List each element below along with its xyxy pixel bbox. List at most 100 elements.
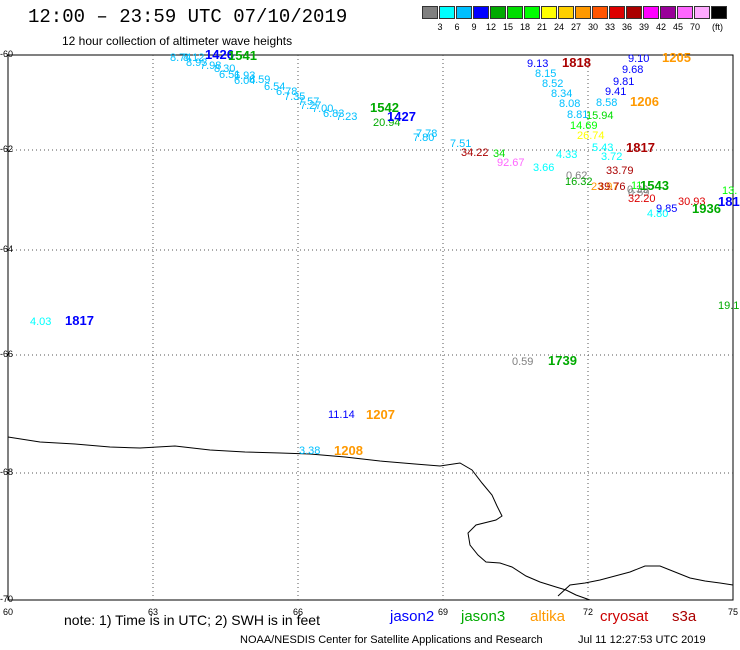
legend-swatch <box>558 6 574 19</box>
wave-height-label: 30.93 <box>678 196 706 208</box>
satellite-label: s3a <box>672 608 697 625</box>
pass-time-label: 1543 <box>640 178 669 193</box>
wave-height-label: 9.68 <box>622 64 644 76</box>
wave-height-label: 23.97 <box>591 181 619 193</box>
legend-swatch <box>439 6 455 19</box>
wave-height-label: 6.93 <box>234 70 256 82</box>
wave-height-label: 33.79 <box>606 165 634 177</box>
wave-height-label: 7.57 <box>298 96 320 108</box>
latitude-label: -60 <box>0 49 14 59</box>
footnote: note: 1) Time is in UTC; 2) SWH is in fe… <box>64 612 320 628</box>
legend-tick-label: 24 <box>553 22 565 32</box>
pass-time-label: 1936 <box>692 201 721 216</box>
wave-height-label: 5.43 <box>592 142 614 154</box>
latitude-label: -70 <box>0 594 14 604</box>
wave-height-label: 8.30 <box>214 63 236 75</box>
latitude-label: -68 <box>0 467 14 477</box>
pass-time-label: 1818 <box>562 55 591 70</box>
legend-swatch <box>473 6 489 19</box>
page-title: 12:00 – 23:59 UTC 07/10/2019 <box>28 6 348 28</box>
legend-swatch <box>541 6 557 19</box>
wave-height-label: 39.76 <box>598 181 626 193</box>
legend-swatch <box>524 6 540 19</box>
wave-height-label: 7.78 <box>416 128 438 140</box>
legend-swatch <box>490 6 506 19</box>
pass-time-label: 1205 <box>662 50 691 65</box>
wave-height-label: 8.08 <box>559 98 581 110</box>
wave-height-label: 20.94 <box>373 117 401 129</box>
longitude-label: 69 <box>437 607 449 617</box>
legend-swatch <box>660 6 676 19</box>
legend-tick-label: 21 <box>536 22 548 32</box>
wave-height-label: 8.58 <box>596 97 618 109</box>
wave-height-label: 7.00 <box>312 103 334 115</box>
wave-height-label: 3.38 <box>299 445 321 457</box>
wave-height-label: 4.80 <box>647 208 669 220</box>
wave-height-label: 9.13 <box>527 58 549 70</box>
pass-time-label: 1739 <box>548 353 577 368</box>
wave-height-label: 13. <box>722 185 738 197</box>
legend-swatch <box>694 6 710 19</box>
pass-time-label: 1542 <box>370 100 399 115</box>
wave-height-label: 11 <box>631 180 643 192</box>
legend-swatch <box>422 6 438 19</box>
generated-timestamp: Jul 11 12:27:53 UTC 2019 <box>578 634 706 646</box>
wave-height-label: 8.34 <box>551 88 573 100</box>
wave-height-label: 6.59 <box>249 74 271 86</box>
latitude-label: -62 <box>0 144 14 154</box>
wave-height-label: 19.1 <box>718 300 740 312</box>
legend-swatch <box>626 6 642 19</box>
wave-height-label: 3.72 <box>601 151 623 163</box>
satellite-label: jason3 <box>461 608 506 625</box>
legend-tick-label: 6 <box>454 22 460 32</box>
longitude-label: 60 <box>2 607 14 617</box>
map-frame <box>7 54 734 601</box>
wave-height-label: 7.35 <box>284 91 306 103</box>
legend-tick-label: 30 <box>587 22 599 32</box>
wave-height-label: 0.39 <box>627 184 649 196</box>
legend-tick-label: 12 <box>485 22 497 32</box>
credit-line: NOAA/NESDIS Center for Satellite Applica… <box>240 634 543 646</box>
pass-time-label: 181 <box>718 194 740 209</box>
wave-height-label: 0.59 <box>628 187 650 199</box>
pass-time-label: 1206 <box>630 94 659 109</box>
wave-height-label: 6.04 <box>234 75 256 87</box>
legend-swatch <box>677 6 693 19</box>
legend-unit: (ft) <box>712 22 723 32</box>
wave-height-label: 34.22 <box>461 147 489 159</box>
legend-swatch <box>456 6 472 19</box>
wave-height-label: 9.10 <box>628 53 650 65</box>
longitude-label: 72 <box>582 607 594 617</box>
wave-height-label: 9.85 <box>656 203 678 215</box>
latitude-label: -66 <box>0 349 14 359</box>
legend-tick-label: 15 <box>502 22 514 32</box>
legend-swatch <box>592 6 608 19</box>
wave-height-label: 4.03 <box>30 316 52 328</box>
pass-time-label: 1541 <box>228 48 257 63</box>
wave-height-label: 15.94 <box>586 110 614 122</box>
coastline-inlet <box>557 565 734 597</box>
legend-swatch <box>507 6 523 19</box>
pass-time-label: 1427 <box>387 109 416 124</box>
wave-height-label: 6.54 <box>264 81 286 93</box>
longitude-label: 75 <box>727 607 739 617</box>
wave-height-label: 9.81 <box>613 76 635 88</box>
wave-height-label: 6.83 <box>323 108 345 120</box>
legend-tick-label: 27 <box>570 22 582 32</box>
wave-height-label: 9.41 <box>605 86 627 98</box>
legend-swatch <box>609 6 625 19</box>
latitude-label: -64 <box>0 244 14 254</box>
wave-height-label: 8.52 <box>542 78 564 90</box>
satellite-label: jason2 <box>390 608 435 625</box>
wave-height-label: 8.81 <box>567 109 589 121</box>
wave-height-label: 26.74 <box>577 130 605 142</box>
coastline <box>7 436 591 601</box>
legend-tick-label: 36 <box>621 22 633 32</box>
wave-height-label: 3.66 <box>533 162 555 174</box>
wave-height-label: 4.33 <box>556 149 578 161</box>
pass-time-label: 1426 <box>205 47 234 62</box>
legend-swatch <box>643 6 659 19</box>
wave-height-label: 0.59 <box>512 356 534 368</box>
wave-height-label: 6.78 <box>276 86 298 98</box>
wave-height-label: 8.93 <box>186 57 208 69</box>
